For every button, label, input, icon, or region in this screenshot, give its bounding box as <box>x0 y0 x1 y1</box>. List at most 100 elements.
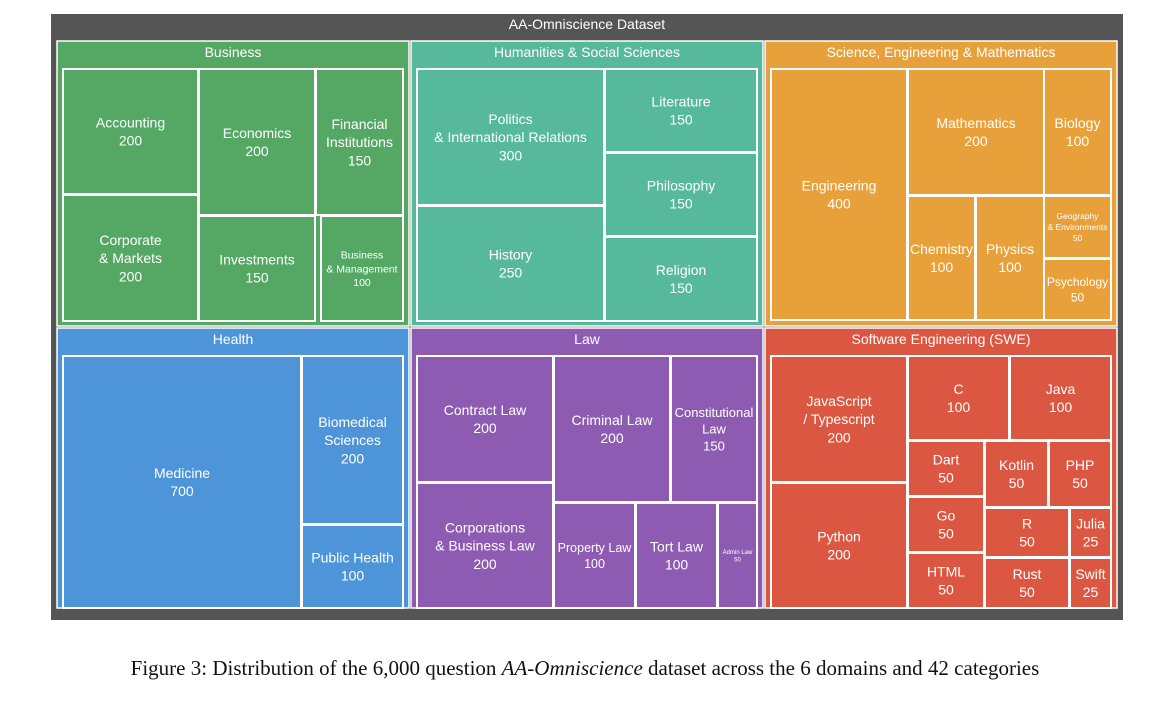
tile-label-java: Java 100 <box>1046 381 1076 415</box>
tile-label-line: Institutions <box>326 134 393 150</box>
domain-law: Law Contract Law 200 Corporations & Business… <box>410 327 764 609</box>
tile-rect-financial-institutions <box>315 68 404 216</box>
tile-value: 700 <box>170 483 194 499</box>
tile-rect-public-health <box>301 524 404 609</box>
tile-label-line: Python <box>817 528 861 544</box>
category-tile-public-health: Public Health 100 <box>301 524 404 609</box>
category-tile-psychology: Psychology 50 <box>1043 258 1112 321</box>
tile-label-line: Mathematics <box>936 115 1015 131</box>
tile-value: 50 <box>938 526 954 542</box>
tile-label-biomedical-sciences: Biomedical Sciences 200 <box>318 414 386 466</box>
domain-health: Health Medicine 700 Biomedical Sciences 200 Pu… <box>56 327 410 609</box>
tile-rect-javascript-typescript <box>770 355 908 483</box>
tile-label-r: R 50 <box>1019 515 1035 549</box>
category-tile-admin-law: Admin Law 50 <box>717 502 758 609</box>
category-tile-python: Python 200 <box>770 482 908 609</box>
tile-rect-property-law <box>553 502 636 609</box>
tile-label-line: Java <box>1046 381 1076 397</box>
tile-value: 150 <box>245 270 269 286</box>
tile-label-literature: Literature 150 <box>651 93 710 127</box>
tile-label-line: Constitutional <box>675 405 754 420</box>
tile-value: 200 <box>119 133 143 149</box>
tile-label-religion: Religion 150 <box>656 262 707 296</box>
tile-label-line: Corporations <box>445 519 525 535</box>
tile-label-physics: Physics 100 <box>986 241 1034 275</box>
tile-value: 150 <box>669 196 693 212</box>
tile-rect-corporate-markets <box>62 194 199 322</box>
tile-value: 200 <box>964 133 988 149</box>
tile-label-politics-international-relations: Politics & International Relations 300 <box>434 111 587 163</box>
treemap-chart: AA-Omniscience Dataset Business Accounting… <box>51 14 1123 620</box>
tile-label-line: Criminal Law <box>572 412 654 428</box>
tile-label-line: Literature <box>651 93 710 109</box>
domain-header-humanities-social-sciences: Humanities & Social Sciences <box>494 44 680 60</box>
tile-rect-mathematics <box>907 68 1045 196</box>
category-tile-javascript-typescript: JavaScript / Typescript 200 <box>770 355 908 483</box>
tile-rect-python <box>770 482 908 609</box>
tile-label-line: Geography <box>1056 211 1099 221</box>
tile-rect-biology <box>1043 68 1112 196</box>
tile-label-line: Corporate <box>99 232 161 248</box>
domain-business: Business Accounting 200 Corporate & Markets 2… <box>56 40 410 327</box>
tile-label-line: Psychology <box>1047 275 1108 289</box>
tile-label-mathematics: Mathematics 200 <box>936 115 1015 149</box>
tile-value: 100 <box>665 557 689 573</box>
tile-label-line: Biomedical <box>318 414 386 430</box>
tile-label-line: Kotlin <box>999 457 1034 473</box>
tile-rect-julia <box>1069 507 1112 558</box>
tile-label-line: Business <box>341 250 384 262</box>
tile-label-contract-law: Contract Law 200 <box>444 402 527 436</box>
tile-label-corporate-markets: Corporate & Markets 200 <box>99 232 162 284</box>
category-tile-tort-law: Tort Law 100 <box>635 502 718 609</box>
tile-value: 300 <box>499 147 523 163</box>
tile-label-investments: Investments 150 <box>219 251 294 285</box>
tile-label-line: Dart <box>933 451 960 467</box>
tile-label-swift: Swift 25 <box>1075 566 1105 600</box>
tile-label-line: JavaScript <box>806 393 871 409</box>
tile-label-line: Public Health <box>311 549 394 565</box>
tile-rect-rust <box>984 557 1070 609</box>
tile-rect-chemistry <box>907 195 976 321</box>
category-tile-chemistry: Chemistry 100 <box>907 195 976 321</box>
tile-value: 50 <box>1071 291 1085 305</box>
tile-label-engineering: Engineering 400 <box>802 177 877 211</box>
tile-label-line: & Markets <box>99 250 162 266</box>
tile-label-geography-environments: Geography & Environments 50 <box>1048 211 1108 243</box>
tile-rect-religion <box>604 236 758 322</box>
category-tile-geography-environments: Geography & Environments 50 <box>1043 195 1112 259</box>
tile-label-line: History <box>489 246 533 262</box>
tile-label-line: Contract Law <box>444 402 527 418</box>
tile-rect-engineering <box>770 68 908 321</box>
tile-label-property-law: Property Law 100 <box>558 541 633 571</box>
tile-rect-investments <box>198 215 316 322</box>
tile-rect-r <box>984 507 1070 558</box>
tile-label-line: Financial <box>331 116 387 132</box>
tile-label-javascript-typescript: JavaScript / Typescript 200 <box>803 393 874 445</box>
tile-label-corporations-business-law: Corporations & Business Law 200 <box>435 519 535 571</box>
tile-label-line: Swift <box>1075 566 1105 582</box>
chart-title: AA-Omniscience Dataset <box>509 16 666 32</box>
tile-rect-tort-law <box>635 502 718 609</box>
tile-rect-geography-environments <box>1043 195 1112 259</box>
category-tile-swift: Swift 25 <box>1069 557 1112 609</box>
tile-value: 150 <box>348 152 372 168</box>
tile-label-kotlin: Kotlin 50 <box>999 457 1034 491</box>
tile-value: 200 <box>473 556 497 572</box>
tile-label-history: History 250 <box>489 246 533 280</box>
tile-value: 200 <box>600 430 624 446</box>
tile-label-c: C 100 <box>947 381 971 415</box>
tile-label-html: HTML 50 <box>927 563 965 597</box>
tile-label-line: HTML <box>927 563 965 579</box>
tile-rect-business-management <box>320 215 404 322</box>
tile-value: 50 <box>938 582 954 598</box>
tile-value: 50 <box>1019 584 1035 600</box>
tile-label-constitutional-law: Constitutional Law 150 <box>675 405 754 454</box>
tile-label-line: Physics <box>986 241 1034 257</box>
treemap-svg: AA-Omniscience Dataset Business Accounting… <box>51 14 1123 620</box>
category-tile-corporate-markets: Corporate & Markets 200 <box>62 194 199 322</box>
domain-header-health: Health <box>213 331 253 347</box>
category-tile-business-management: Business & Management 100 <box>320 215 404 322</box>
category-tile-financial-institutions: Financial Institutions 150 <box>315 68 404 216</box>
tile-value: 50 <box>1019 534 1035 550</box>
tile-rect-constitutional-law <box>670 355 758 503</box>
